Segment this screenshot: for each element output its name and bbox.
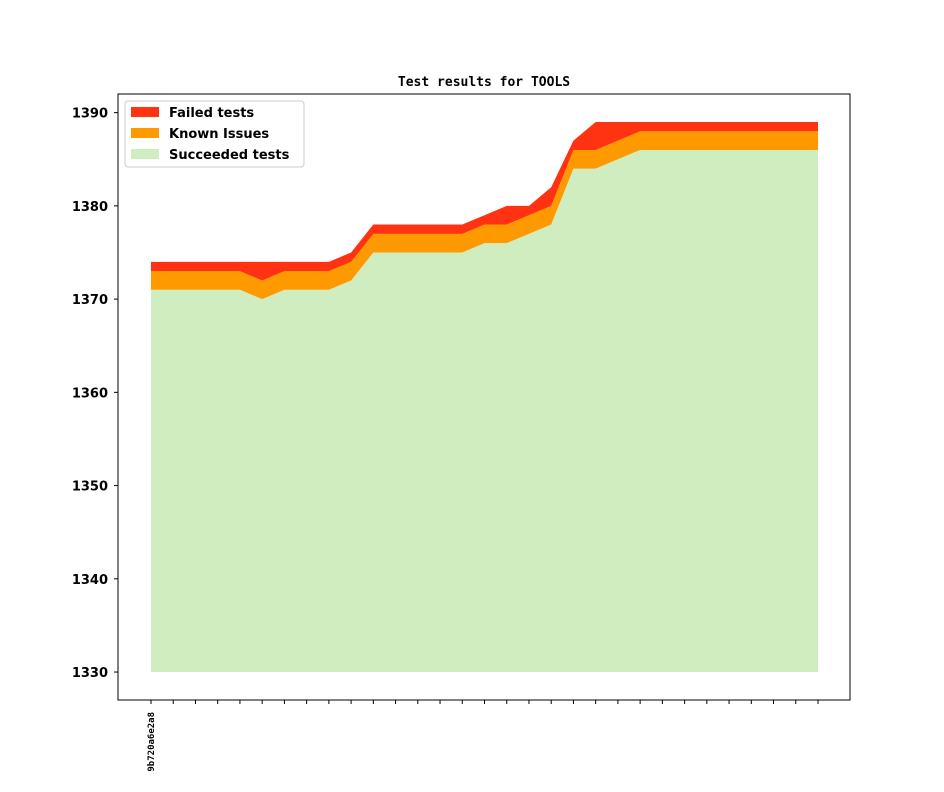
legend-label: Succeeded tests bbox=[169, 148, 290, 163]
series-layer bbox=[151, 121, 818, 673]
y-tick-label: 1360 bbox=[72, 386, 108, 401]
x-tick-label: 9b720a6e2a8 bbox=[147, 712, 157, 772]
legend-swatch bbox=[131, 107, 159, 117]
area-known-issues bbox=[151, 131, 818, 300]
legend-box bbox=[124, 100, 305, 168]
area-succeeded-tests bbox=[151, 149, 818, 673]
legend-swatch bbox=[131, 128, 159, 138]
y-axis: 1330 1340 1350 1360 1370 1380 1390 bbox=[72, 107, 118, 681]
y-tick-label: 1330 bbox=[72, 666, 108, 681]
legend-label: Failed tests bbox=[169, 106, 254, 121]
y-tick-label: 1340 bbox=[72, 573, 108, 588]
chart-title: Test results for TOOLS bbox=[398, 75, 570, 90]
legend-swatch bbox=[131, 149, 159, 159]
legend-label: Known Issues bbox=[169, 127, 269, 142]
y-tick-label: 1350 bbox=[72, 480, 108, 495]
y-tick-label: 1390 bbox=[72, 107, 108, 122]
y-tick-label: 1370 bbox=[72, 293, 108, 308]
x-axis: 9b720a6e2a8 bbox=[147, 700, 819, 772]
y-tick-label: 1380 bbox=[72, 200, 108, 215]
area-failed-tests bbox=[151, 121, 818, 281]
legend: Failed tests Known Issues Succeeded tests bbox=[124, 100, 305, 168]
